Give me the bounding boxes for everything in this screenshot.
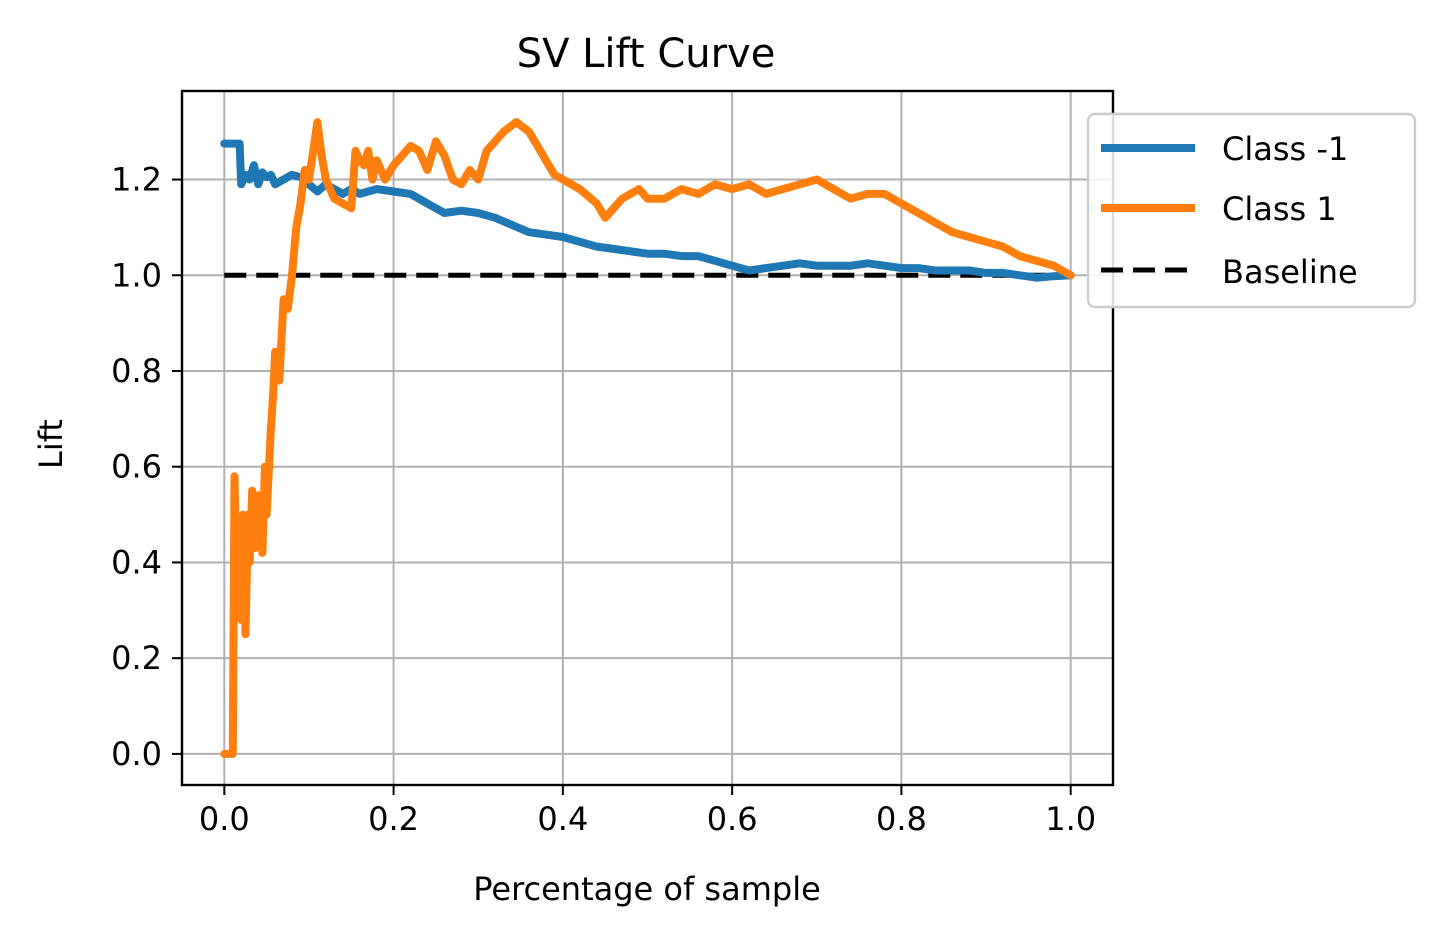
y-tick-label: 0.2 (111, 639, 162, 677)
legend: Class -1 Class 1 Baseline (1086, 112, 1417, 309)
x-axis-ticks: 0.0 0.2 0.4 0.6 0.8 1.0 (199, 785, 1096, 838)
legend-label-class-1: Class 1 (1222, 190, 1337, 228)
x-tick-label: 0.0 (199, 800, 250, 838)
plot-area-frame (180, 89, 1115, 787)
y-tick-label: 0.8 (111, 352, 162, 390)
y-tick-label: 0.6 (111, 448, 162, 486)
y-tick-label: 0.4 (111, 543, 162, 581)
x-tick-label: 0.8 (876, 800, 927, 838)
y-tick-label: 1.2 (111, 161, 162, 199)
x-tick-label: 0.6 (707, 800, 758, 838)
x-axis-label: Percentage of sample (473, 870, 821, 908)
grid-lines (182, 91, 1113, 785)
y-tick-label: 0.0 (111, 735, 162, 773)
series-line-class-1 (220, 118, 1075, 758)
chart-title: SV Lift Curve (517, 31, 776, 77)
y-axis-label: Lift (32, 419, 70, 469)
series-line-class-1 (220, 139, 1075, 282)
legend-label-class-neg1: Class -1 (1222, 130, 1348, 168)
y-axis-ticks: 0.0 0.2 0.4 0.6 0.8 1.0 1.2 (111, 161, 182, 773)
x-tick-label: 0.2 (368, 800, 419, 838)
x-tick-label: 1.0 (1045, 800, 1096, 838)
x-tick-label: 0.4 (537, 800, 588, 838)
legend-box (1086, 112, 1417, 309)
legend-label-baseline: Baseline (1222, 253, 1358, 291)
y-tick-label: 1.0 (111, 256, 162, 294)
series-layer (220, 118, 1075, 758)
